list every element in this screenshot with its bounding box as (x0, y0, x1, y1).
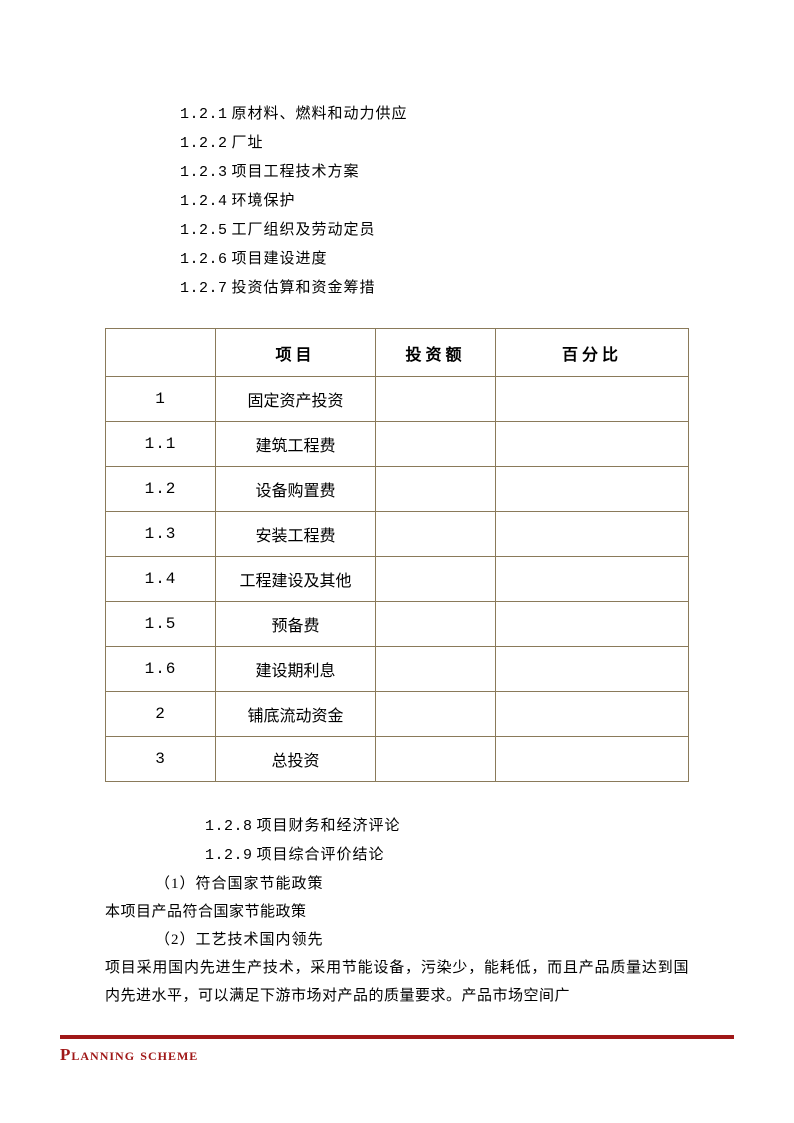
row-label: 建筑工程费 (216, 422, 376, 467)
outline-num: 1.2.8 (205, 818, 253, 835)
row-percent (496, 647, 689, 692)
row-num: 1.2 (106, 467, 216, 512)
outline-item: 1.2.9项目综合评价结论 (205, 841, 689, 870)
outline-text: 投资估算和资金筹措 (232, 280, 376, 296)
row-label: 设备购置费 (216, 467, 376, 512)
row-amount (376, 647, 496, 692)
after-list: 1.2.8项目财务和经济评论 1.2.9项目综合评价结论 （1）符合国家节能政策… (105, 812, 689, 1010)
table-row: 1.1建筑工程费 (106, 422, 689, 467)
table-row: 1固定资产投资 (106, 377, 689, 422)
outline-text: 环境保护 (232, 193, 296, 209)
row-percent (496, 512, 689, 557)
row-percent (496, 557, 689, 602)
row-num: 1 (106, 377, 216, 422)
section-heading: （2）工艺技术国内领先 (155, 926, 689, 954)
table-row: 1.4工程建设及其他 (106, 557, 689, 602)
row-num: 1.6 (106, 647, 216, 692)
outline-num: 1.2.7 (180, 280, 228, 297)
table-row: 3总投资 (106, 737, 689, 782)
row-percent (496, 422, 689, 467)
outline-item: 1.2.8项目财务和经济评论 (205, 812, 689, 841)
outline-item: 1.2.2厂址 (180, 129, 689, 158)
outline-item: 1.2.1原材料、燃料和动力供应 (180, 100, 689, 129)
footer-text: Planning scheme (60, 1045, 734, 1065)
row-num: 3 (106, 737, 216, 782)
row-label: 总投资 (216, 737, 376, 782)
row-percent (496, 467, 689, 512)
table-row: 2铺底流动资金 (106, 692, 689, 737)
table-body: 1固定资产投资 1.1建筑工程费 1.2设备购置费 1.3安装工程费 1.4工程… (106, 377, 689, 782)
table-row: 1.3安装工程费 (106, 512, 689, 557)
outline-text: 项目财务和经济评论 (257, 818, 401, 834)
table-header: 投资额 (376, 329, 496, 377)
table-row: 1.2设备购置费 (106, 467, 689, 512)
row-num: 2 (106, 692, 216, 737)
table-header: 百分比 (496, 329, 689, 377)
outline-item: 1.2.6项目建设进度 (180, 245, 689, 274)
body-text: 本项目产品符合国家节能政策 (105, 898, 689, 926)
row-amount (376, 602, 496, 647)
row-num: 1.5 (106, 602, 216, 647)
page-footer: Planning scheme (60, 1035, 734, 1065)
outline-text: 原材料、燃料和动力供应 (232, 106, 408, 122)
outline-text: 厂址 (232, 135, 264, 151)
row-amount (376, 377, 496, 422)
row-amount (376, 512, 496, 557)
investment-table: 项目 投资额 百分比 1固定资产投资 1.1建筑工程费 1.2设备购置费 1.3… (105, 328, 689, 782)
row-percent (496, 692, 689, 737)
outline-num: 1.2.9 (205, 847, 253, 864)
outline-num: 1.2.6 (180, 251, 228, 268)
section-heading: （1）符合国家节能政策 (155, 870, 689, 898)
row-label: 铺底流动资金 (216, 692, 376, 737)
outline-num: 1.2.2 (180, 135, 228, 152)
outline-item: 1.2.7投资估算和资金筹措 (180, 274, 689, 303)
row-percent (496, 377, 689, 422)
row-label: 建设期利息 (216, 647, 376, 692)
outline-text: 项目综合评价结论 (257, 847, 385, 863)
table-header-row: 项目 投资额 百分比 (106, 329, 689, 377)
outline-item: 1.2.4环境保护 (180, 187, 689, 216)
outline-num: 1.2.3 (180, 164, 228, 181)
row-percent (496, 602, 689, 647)
row-amount (376, 467, 496, 512)
row-percent (496, 737, 689, 782)
outline-text: 项目工程技术方案 (232, 164, 360, 180)
outline-num: 1.2.5 (180, 222, 228, 239)
row-num: 1.3 (106, 512, 216, 557)
outline-item: 1.2.3项目工程技术方案 (180, 158, 689, 187)
row-num: 1.4 (106, 557, 216, 602)
table-row: 1.5预备费 (106, 602, 689, 647)
table-header (106, 329, 216, 377)
row-amount (376, 557, 496, 602)
row-label: 工程建设及其他 (216, 557, 376, 602)
row-label: 预备费 (216, 602, 376, 647)
row-amount (376, 692, 496, 737)
body-text: 项目采用国内先进生产技术，采用节能设备，污染少，能耗低，而且产品质量达到国内先进… (105, 954, 689, 1010)
outline-list: 1.2.1原材料、燃料和动力供应 1.2.2厂址 1.2.3项目工程技术方案 1… (180, 100, 689, 303)
row-label: 固定资产投资 (216, 377, 376, 422)
outline-item: 1.2.5工厂组织及劳动定员 (180, 216, 689, 245)
footer-divider (60, 1035, 734, 1039)
row-amount (376, 422, 496, 467)
outline-text: 项目建设进度 (232, 251, 328, 267)
row-label: 安装工程费 (216, 512, 376, 557)
row-amount (376, 737, 496, 782)
outline-num: 1.2.4 (180, 193, 228, 210)
table-header: 项目 (216, 329, 376, 377)
outline-num: 1.2.1 (180, 106, 228, 123)
outline-text: 工厂组织及劳动定员 (232, 222, 376, 238)
row-num: 1.1 (106, 422, 216, 467)
table-row: 1.6建设期利息 (106, 647, 689, 692)
